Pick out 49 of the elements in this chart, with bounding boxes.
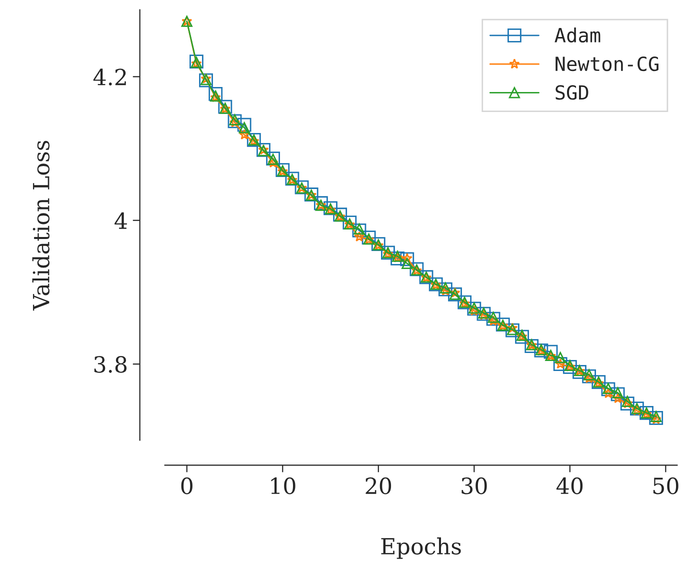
point xyxy=(610,387,625,402)
point xyxy=(582,369,596,384)
point xyxy=(400,252,414,266)
x-axis-title: Epochs xyxy=(381,537,461,559)
legend-label: Adam xyxy=(554,27,600,43)
point xyxy=(650,410,662,422)
point xyxy=(478,310,490,320)
point xyxy=(354,223,365,235)
point xyxy=(229,114,240,126)
point xyxy=(268,157,278,168)
y-axis-title: Validation Loss xyxy=(32,140,50,311)
point xyxy=(486,312,500,326)
point xyxy=(620,396,634,411)
point xyxy=(239,129,250,140)
point xyxy=(440,282,451,294)
point xyxy=(229,117,240,128)
x-tick-label: 50 xyxy=(653,477,678,494)
point xyxy=(649,411,664,425)
x-tick-label: 10 xyxy=(271,477,296,494)
point xyxy=(228,114,242,128)
y-tick-label: 3.8 xyxy=(94,356,127,373)
point xyxy=(553,357,568,372)
x-tick-label: 40 xyxy=(556,477,583,494)
point xyxy=(390,252,404,266)
point xyxy=(238,122,250,134)
x-tick-label: 20 xyxy=(366,477,392,494)
point xyxy=(622,396,633,407)
legend-label: Newton-CG xyxy=(556,56,658,72)
y-tick-label: 4.2 xyxy=(93,68,126,86)
point xyxy=(612,392,624,404)
y-tick-label: 4 xyxy=(114,212,127,229)
point xyxy=(515,330,529,344)
point xyxy=(438,282,452,296)
point xyxy=(554,352,566,364)
point xyxy=(612,387,624,398)
point xyxy=(314,196,328,210)
point xyxy=(352,223,366,238)
x-tick-label: 30 xyxy=(462,477,487,494)
point xyxy=(402,258,413,270)
point xyxy=(354,231,365,242)
point xyxy=(602,388,614,398)
point xyxy=(488,315,499,326)
point xyxy=(488,312,499,323)
point xyxy=(237,118,252,132)
point xyxy=(572,365,586,379)
legend-label: SGD xyxy=(556,85,588,100)
point xyxy=(584,369,595,380)
x-tick-label: 0 xyxy=(181,477,192,494)
point xyxy=(524,339,539,354)
